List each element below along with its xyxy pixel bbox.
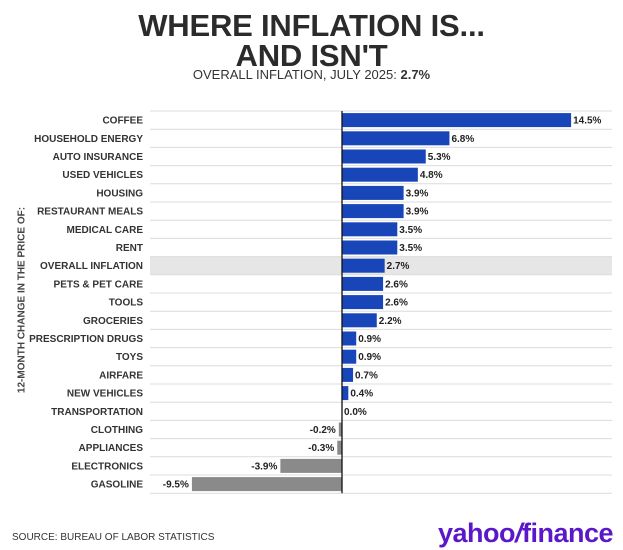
value-label-new-vehicles: 0.4% [350,389,373,400]
category-label-coffee: COFFEE [102,116,143,127]
chart-title-line-2: AND ISN'T [235,38,388,73]
chart-subtitle: OVERALL INFLATION, JULY 2025: 2.7% [0,67,623,82]
bar-overall-inflation [342,258,385,273]
bar-household-energy [342,131,450,146]
y-axis-label: 12-MONTH CHANGE IN THE PRICE OF: [16,206,28,394]
value-label-auto-insurance: 5.3% [428,152,451,163]
bar-new-vehicles [342,386,349,401]
bar-gasoline [191,477,342,492]
bar-airfare [342,367,354,382]
bar-auto-insurance [342,149,426,164]
bar-appliances [337,440,342,455]
subtitle-prefix: OVERALL INFLATION, JULY 2025: [192,67,401,82]
yahoo-finance-logo: yahoo/finance [437,518,614,549]
bar-tools [342,295,384,310]
category-label-groceries: GROCERIES [83,316,143,327]
category-label-pets-and-pet-care: PETS & PET CARE [54,279,144,290]
category-label-prescription-drugs: PRESCRIPTION DRUGS [29,334,143,345]
category-label-toys: TOYS [116,352,143,363]
bar-clothing [338,422,342,437]
logo-suffix: finance [521,518,614,548]
chart-title-line-1: WHERE INFLATION IS... [138,8,485,43]
category-label-electronics: ELECTRONICS [71,461,143,472]
value-label-housing: 3.9% [406,188,429,199]
source-note: SOURCE: BUREAU OF LABOR STATISTICS [12,532,215,543]
value-label-groceries: 2.2% [379,316,402,327]
subtitle-value: 2.7% [400,67,431,82]
value-label-medical-care: 3.5% [399,225,422,236]
bar-pets-and-pet-care [342,276,384,291]
bar-used-vehicles [342,167,418,182]
value-label-clothing: -0.2% [310,425,336,436]
category-label-gasoline: GASOLINE [91,480,144,491]
value-label-overall-inflation: 2.7% [387,261,410,272]
logo-slash: / [514,518,523,548]
value-label-tools: 2.6% [385,298,408,309]
bar-medical-care [342,222,398,237]
bar-groceries [342,313,377,328]
category-label-tools: TOOLS [109,298,144,309]
category-label-rent: RENT [116,243,143,254]
category-label-auto-insurance: AUTO INSURANCE [53,152,144,163]
bar-housing [342,185,404,200]
category-label-clothing: CLOTHING [91,425,143,436]
category-label-medical-care: MEDICAL CARE [67,225,144,236]
logo-text: yahoo [437,518,516,548]
category-label-restaurant-meals: RESTAURANT MEALS [37,207,143,218]
value-label-coffee: 14.5% [573,116,601,127]
value-label-restaurant-meals: 3.9% [406,207,429,218]
bar-coffee [342,113,572,128]
bar-electronics [280,458,342,473]
category-label-appliances: APPLIANCES [79,443,144,454]
bar-rent [342,240,398,255]
category-label-housing: HOUSING [96,188,143,199]
value-label-prescription-drugs: 0.9% [358,334,381,345]
value-label-airfare: 0.7% [355,370,378,381]
category-label-new-vehicles: NEW VEHICLES [67,389,143,400]
value-label-pets-and-pet-care: 2.6% [385,279,408,290]
value-label-toys: 0.9% [358,352,381,363]
bar-prescription-drugs [342,331,357,346]
value-label-household-energy: 6.8% [451,134,474,145]
value-label-transportation: 0.0% [344,407,367,418]
category-label-airfare: AIRFARE [99,370,143,381]
category-label-transportation: TRANSPORTATION [51,407,143,418]
category-label-household-energy: HOUSEHOLD ENERGY [34,134,143,145]
value-label-gasoline: -9.5% [163,480,189,491]
value-label-appliances: -0.3% [308,443,334,454]
bar-toys [342,349,357,364]
category-label-used-vehicles: USED VEHICLES [62,170,143,181]
bar-restaurant-meals [342,204,404,219]
value-label-used-vehicles: 4.8% [420,170,443,181]
category-label-overall-inflation: OVERALL INFLATION [40,261,143,272]
value-label-electronics: -3.9% [251,461,277,472]
value-label-rent: 3.5% [399,243,422,254]
